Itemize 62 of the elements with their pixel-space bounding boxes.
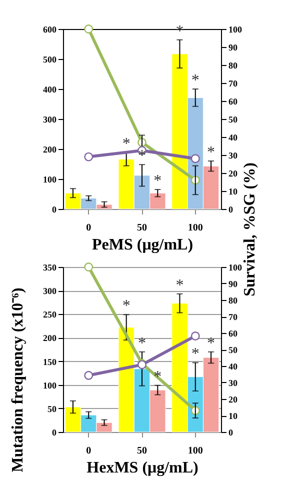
y-tick-label: 100 — [43, 174, 57, 184]
y2-tick-label: 0 — [228, 428, 234, 438]
y-tick-label: 50 — [48, 404, 57, 414]
y-axis-title: Mutation frequency (x10⁻⁶) — [10, 288, 26, 472]
y-tick-label: 400 — [43, 84, 57, 94]
data-label: * — [176, 276, 184, 294]
y-tick-label: 600 — [43, 24, 57, 34]
y2-tick-label: 20 — [228, 394, 238, 404]
y2-tick-label: 70 — [228, 312, 238, 322]
y-tick-label: 0 — [52, 204, 57, 214]
y2-tick-label: 90 — [228, 279, 238, 289]
y-tick-label: 200 — [43, 333, 57, 344]
y-tick-label: 300 — [43, 286, 57, 296]
x-tick-label: 100 — [188, 446, 203, 456]
y2-axis-title: Survival, %SG (%) — [242, 162, 258, 296]
x-tick-label: 50 — [137, 446, 147, 456]
data-label: * — [207, 334, 216, 352]
data-label: * — [207, 144, 216, 161]
point — [84, 370, 94, 380]
x-tick-label: 50 — [137, 222, 147, 234]
data-label: * — [122, 136, 130, 153]
y-tick-label: 300 — [43, 114, 57, 124]
y2-tick-label: 10 — [228, 411, 238, 421]
y2-tick-label: 80 — [228, 60, 238, 70]
point — [190, 332, 200, 340]
data-label: * — [154, 172, 162, 190]
data-label: * — [122, 298, 130, 315]
y2-tick-label: 40 — [228, 132, 238, 142]
x-axis-title: PeMS (μg/mL) — [92, 236, 194, 254]
y2-tick-label: 30 — [228, 150, 238, 160]
x-tick-label: 0 — [86, 222, 92, 234]
y2-tick-label: 40 — [228, 362, 238, 372]
data-label: * — [138, 334, 146, 352]
point — [84, 24, 94, 34]
point — [190, 154, 200, 164]
point — [84, 262, 94, 272]
y2-tick-label: 100 — [228, 24, 242, 34]
x-tick-label: 100 — [188, 222, 203, 234]
y2-tick-label: 70 — [228, 78, 238, 88]
y2-tick-label: 20 — [228, 168, 238, 178]
y-tick-label: 500 — [43, 54, 57, 64]
y2-tick-label: 50 — [228, 345, 238, 355]
y2-tick-label: 80 — [228, 296, 238, 306]
y-tick-label: 250 — [43, 310, 57, 320]
y-tick-label: 0 — [52, 428, 57, 438]
y2-tick-label: 60 — [228, 328, 238, 338]
data-label: * — [191, 72, 200, 89]
y-tick-label: 100 — [43, 380, 57, 390]
x-axis-title: HexMS (μg/mL) — [86, 460, 198, 476]
y2-tick-label: 90 — [228, 42, 238, 52]
y2-tick-label: 50 — [228, 114, 238, 124]
y-tick-label: 150 — [43, 356, 57, 367]
y2-tick-label: 0 — [228, 204, 234, 214]
y2-tick-label: 30 — [228, 378, 238, 388]
x-tick-label: 0 — [86, 446, 92, 456]
y2-tick-label: 100 — [228, 262, 242, 272]
y2-tick-label: 10 — [228, 186, 238, 196]
y2-tick-label: 60 — [228, 96, 238, 106]
y-tick-label: 350 — [43, 262, 57, 272]
y-tick-label: 200 — [43, 144, 57, 154]
point — [84, 152, 94, 162]
data-label: * — [191, 346, 200, 363]
